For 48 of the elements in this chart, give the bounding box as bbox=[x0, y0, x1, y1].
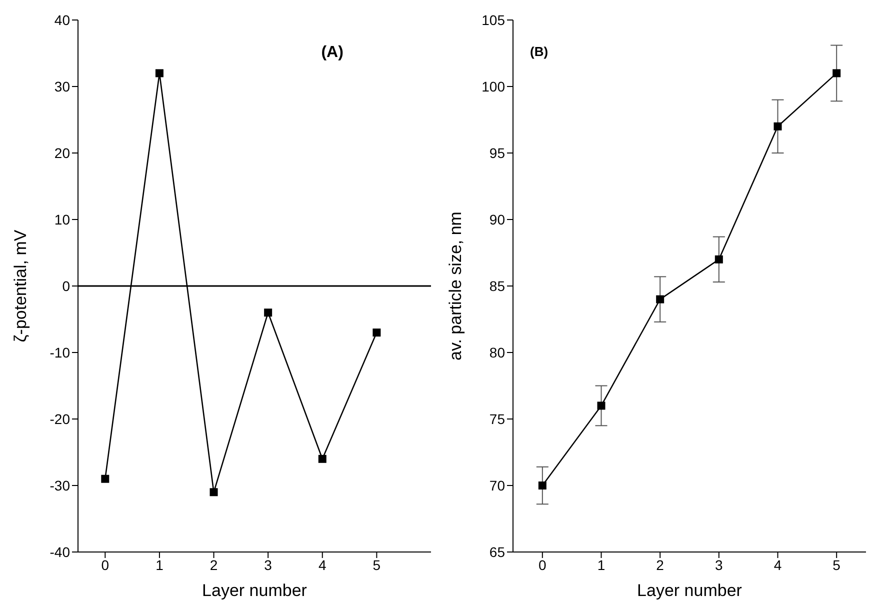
point bbox=[101, 474, 110, 483]
y-tick-label: -40 bbox=[50, 544, 70, 560]
y-tick-label: 105 bbox=[482, 12, 506, 28]
x-tick-label: 5 bbox=[832, 556, 841, 573]
x-tick-label: 4 bbox=[774, 556, 782, 573]
y-tick-label: -10 bbox=[50, 344, 70, 360]
y-tick-label: 95 bbox=[489, 144, 506, 161]
y-tick-label: 0 bbox=[62, 278, 70, 294]
y-tick-label: 85 bbox=[489, 278, 506, 294]
x-tick-label: 3 bbox=[264, 556, 272, 573]
point bbox=[210, 488, 218, 496]
y-tick-label: -20 bbox=[50, 410, 70, 427]
y-axis-title: av. particle size, nm bbox=[446, 212, 466, 360]
y-tick-label: 75 bbox=[489, 410, 506, 427]
point bbox=[832, 69, 841, 78]
point bbox=[155, 69, 164, 78]
y-tick-label: 40 bbox=[54, 12, 70, 28]
y-tick-label: 30 bbox=[54, 78, 70, 94]
x-tick-label: 5 bbox=[372, 556, 381, 573]
x-tick-label: 0 bbox=[101, 556, 110, 573]
annotation: (B) bbox=[530, 44, 548, 59]
y-tick-label: 90 bbox=[489, 211, 506, 228]
y-tick-label: 70 bbox=[489, 477, 506, 494]
x-tick-label: 3 bbox=[715, 556, 724, 573]
x-tick-label: 0 bbox=[538, 556, 547, 573]
x-tick-label: 2 bbox=[656, 556, 664, 573]
point bbox=[656, 295, 664, 304]
y-axis-title: ζ-potential, mV bbox=[11, 229, 30, 342]
x-axis-title: Layer number bbox=[202, 581, 308, 600]
y-tick-label: 100 bbox=[482, 78, 506, 94]
x-tick-label: 1 bbox=[156, 556, 164, 573]
annotation: (A) bbox=[321, 44, 344, 62]
y-tick-label: 80 bbox=[489, 344, 506, 360]
x-tick-label: 1 bbox=[597, 556, 606, 573]
y-tick-label: 10 bbox=[54, 211, 70, 228]
point bbox=[538, 482, 546, 490]
point bbox=[372, 328, 381, 337]
y-tick-label: 20 bbox=[54, 144, 70, 161]
point bbox=[264, 308, 272, 317]
y-tick-label: 65 bbox=[489, 544, 506, 560]
point bbox=[774, 122, 782, 130]
point bbox=[597, 402, 606, 410]
x-axis-title: Layer number bbox=[637, 581, 742, 600]
x-tick-label: 2 bbox=[210, 556, 218, 573]
point bbox=[318, 454, 326, 463]
point bbox=[714, 255, 723, 264]
x-tick-label: 4 bbox=[318, 556, 326, 573]
y-tick-label: -30 bbox=[50, 477, 70, 494]
